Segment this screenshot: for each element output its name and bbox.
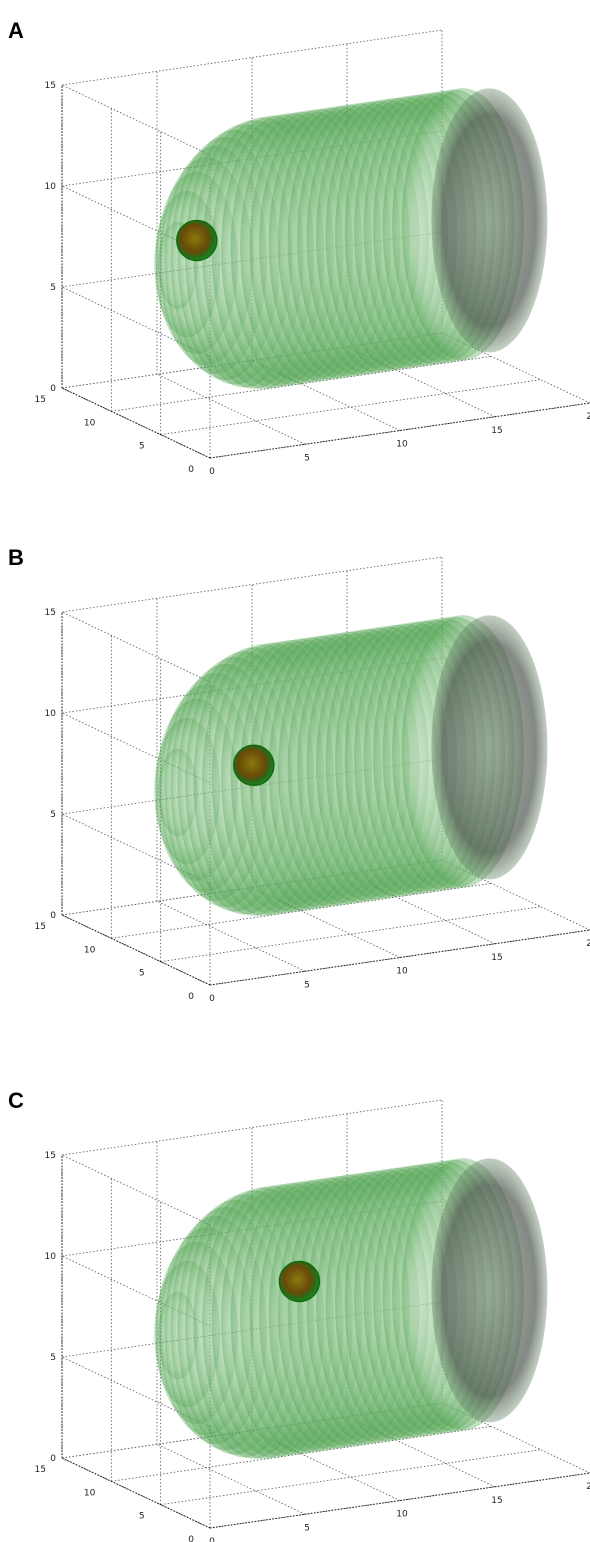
z-tick-label: 0 [50, 911, 56, 921]
grid-line [61, 611, 211, 683]
grid-line [61, 556, 443, 613]
cell-cap [431, 615, 548, 880]
cell [154, 88, 548, 389]
y-tick-label: 10 [84, 945, 96, 955]
z-tick-label: 5 [50, 283, 56, 293]
z-tick-label: 10 [45, 182, 57, 192]
y-tick-label: 15 [35, 922, 46, 932]
x-axis [209, 402, 590, 459]
y-tick-label: 0 [188, 465, 194, 475]
grid-line [61, 1099, 443, 1156]
x-tick-label: 15 [491, 1496, 502, 1506]
particle [233, 744, 275, 787]
z-tick-label: 0 [50, 384, 56, 394]
y-tick-label: 15 [35, 395, 46, 405]
x-tick-label: 5 [304, 980, 310, 990]
z-tick-label: 0 [50, 1454, 56, 1464]
grid-line [346, 873, 496, 945]
x-tick-label: 15 [491, 953, 502, 963]
z-tick-label: 15 [45, 81, 56, 91]
panel: B 0 5 10 15 0 5 10 15 0 5 10 15 20 [8, 545, 590, 1004]
grid-line [160, 379, 541, 436]
y-axis [61, 1457, 211, 1529]
grid-line [61, 1356, 211, 1428]
y-tick-label: 5 [139, 969, 145, 979]
z-tick-label: 5 [50, 1353, 56, 1363]
grid-line [156, 900, 306, 972]
grid-line [251, 360, 401, 431]
z-tick-label: 15 [45, 608, 56, 618]
x-axis [209, 1472, 590, 1529]
grid-line [251, 1430, 401, 1501]
x-tick-label: 10 [396, 1510, 408, 1520]
grid-line [61, 1255, 211, 1327]
particle [278, 1260, 321, 1303]
grid-line [61, 185, 211, 257]
panel-label: C [8, 1088, 24, 1113]
panel: A 0 5 10 15 0 5 10 15 0 5 10 15 20 [8, 18, 590, 477]
grid-line [441, 859, 590, 931]
grid-line [61, 29, 443, 86]
x-tick-label: 5 [304, 1523, 310, 1533]
grid-line [61, 1154, 211, 1226]
grid-line [441, 1402, 590, 1474]
grid-line [61, 286, 211, 358]
cell-cap [431, 88, 548, 353]
cell-cap [431, 1158, 548, 1423]
y-tick-label: 5 [139, 442, 145, 452]
panel: C 0 5 10 15 0 5 10 15 0 5 10 15 20 [8, 1088, 590, 1542]
z-tick-label: 10 [45, 709, 57, 719]
grid-line [251, 887, 401, 958]
grid-line [346, 346, 496, 418]
x-tick-label: 5 [304, 453, 310, 463]
particle [176, 219, 218, 262]
cell [154, 615, 548, 916]
y-tick-label: 0 [188, 992, 194, 1002]
y-axis [61, 914, 211, 986]
cell [154, 1158, 548, 1459]
x-tick-label: 10 [396, 440, 408, 450]
grid-line [156, 1443, 306, 1515]
panel-label: A [8, 18, 24, 43]
grid-line [61, 813, 211, 885]
grid-line [61, 712, 211, 784]
x-axis [209, 929, 590, 986]
grid-line [346, 1416, 496, 1488]
y-tick-label: 10 [84, 1488, 96, 1498]
x-tick-label: 20 [586, 1482, 590, 1492]
y-tick-label: 0 [188, 1535, 194, 1542]
y-tick-label: 10 [84, 418, 96, 428]
x-tick-label: 0 [209, 994, 215, 1004]
grid-line [160, 1449, 541, 1506]
z-tick-label: 15 [45, 1151, 56, 1161]
grid-line [441, 332, 590, 404]
x-tick-label: 20 [586, 412, 590, 422]
y-axis [61, 387, 211, 459]
grid-line [61, 84, 211, 156]
y-tick-label: 5 [139, 1512, 145, 1522]
grid-line [160, 906, 541, 963]
x-tick-label: 0 [209, 1537, 215, 1542]
x-tick-label: 10 [396, 967, 408, 977]
panel-label: B [8, 545, 24, 570]
x-tick-label: 20 [586, 939, 590, 949]
x-tick-label: 0 [209, 467, 215, 477]
z-tick-label: 5 [50, 810, 56, 820]
x-tick-label: 15 [491, 426, 502, 436]
y-tick-label: 15 [35, 1465, 46, 1475]
z-tick-label: 10 [45, 1252, 57, 1262]
grid-line [156, 373, 306, 445]
